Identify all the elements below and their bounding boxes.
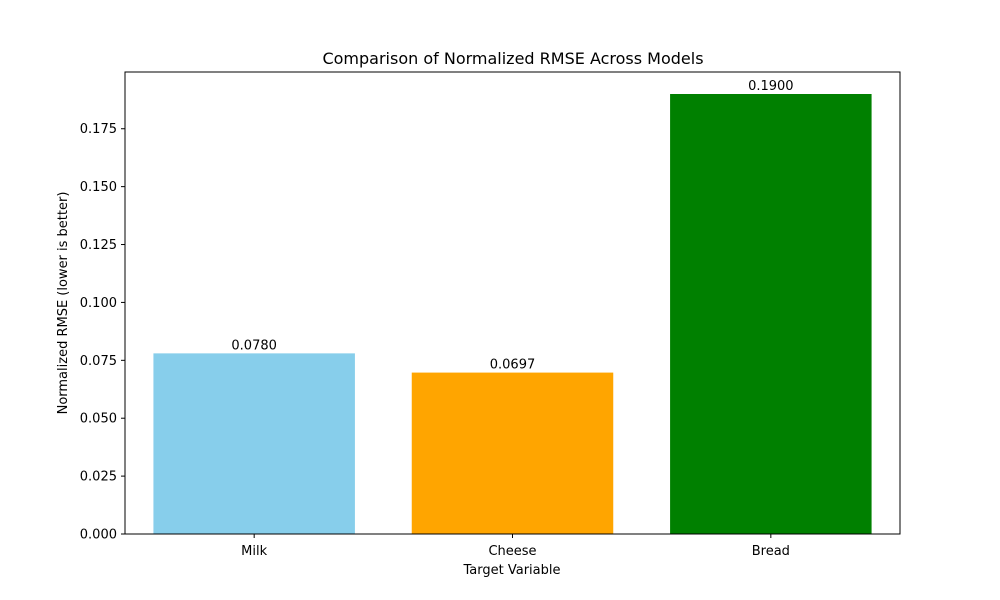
y-tick-label: 0.075 [80,354,117,369]
x-tick-label-bread: Bread [752,544,790,559]
x-axis: Milk Cheese Bread [241,534,790,559]
y-axis: 0.000 0.025 0.050 0.075 0.100 0.125 0.150 0.175 [80,122,125,543]
y-tick-label: 0.175 [80,122,117,137]
y-axis-title: Normalized RMSE (lower is better) [56,192,71,415]
x-tick-label-cheese: Cheese [488,544,536,559]
x-axis-title: Target Variable [463,563,561,578]
y-tick-label: 0.150 [80,180,117,195]
data-label-bread: 0.1900 [748,79,794,94]
data-label-cheese: 0.0697 [490,358,536,373]
bar-bread [670,94,872,534]
y-tick-label: 0.125 [80,238,117,253]
y-tick-label: 0.000 [80,528,117,543]
bar-milk [153,353,355,534]
data-labels-layer: 0.0780 0.0697 0.1900 [231,79,793,373]
bar-cheese [411,372,614,534]
y-tick-label: 0.050 [80,412,117,427]
y-tick-label: 0.100 [80,296,117,311]
plot-frame [124,71,901,535]
chart-title: Comparison of Normalized RMSE Across Mod… [322,49,703,68]
x-tick-label-milk: Milk [241,544,267,559]
y-tick-label: 0.025 [80,470,117,485]
bars-layer [153,94,872,534]
data-label-milk: 0.0780 [231,338,277,353]
